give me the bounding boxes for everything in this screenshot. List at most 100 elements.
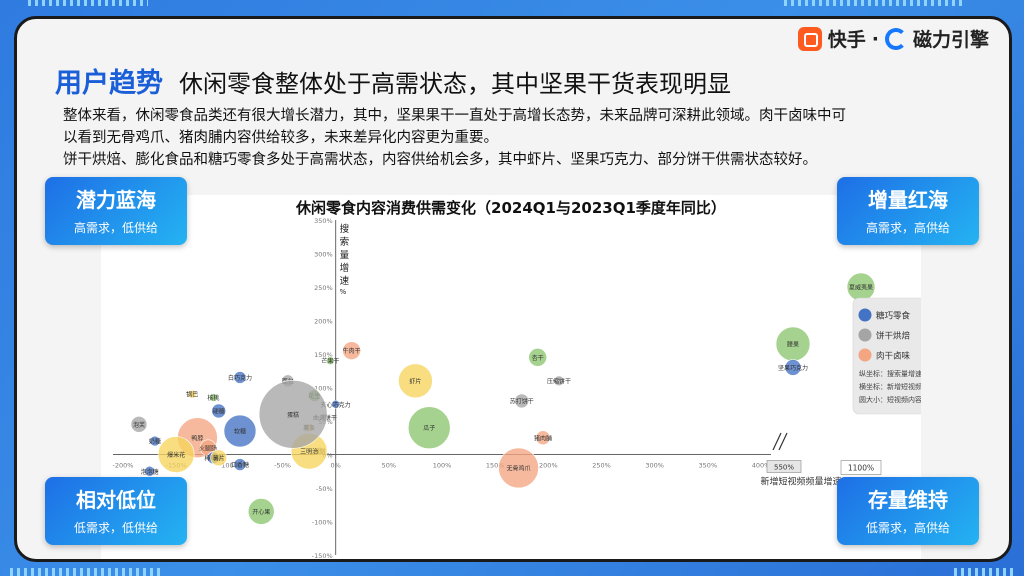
legend-marker	[858, 348, 872, 362]
x-tick-label: 0%	[331, 462, 341, 470]
bubble-label: 泡泡糖	[141, 468, 159, 476]
legend-label: 糖巧零食	[876, 311, 911, 322]
bubble-label: 泡芙	[133, 421, 145, 429]
legend-marker	[858, 328, 872, 342]
bubble-label: 腰果	[787, 341, 799, 348]
brand-cili: 磁力引擎	[912, 29, 989, 51]
bubble-label: 锅巴	[186, 391, 198, 399]
brand-bar: 快手 · 磁力引擎	[797, 25, 989, 52]
bubble-label: 开心果	[252, 509, 270, 516]
page-title: 用户趋势 休闲零食整体处于高需状态，其中坚果干货表现明显	[55, 61, 731, 100]
x-tick-label: 400%	[752, 462, 771, 470]
bubble	[149, 435, 161, 447]
bubble	[209, 393, 218, 402]
bubble	[233, 458, 247, 471]
x-tick-label: 150%	[486, 462, 505, 470]
bubble-label: 鸭脖	[191, 434, 203, 442]
bubble	[514, 393, 530, 409]
y-tick-label: -100%	[312, 519, 333, 527]
break-label-box	[840, 460, 882, 475]
bubble-label: 蛋糕	[287, 411, 299, 419]
bubble-label: 夏威夷果	[849, 284, 873, 292]
y-tick-label: 350%	[314, 217, 333, 225]
desc-line: 饼干烘焙、膨化食品和糖巧零食多处于高需状态，内容供给机会多，其中虾片、坚果巧克力…	[63, 152, 817, 168]
x-tick-label: 300%	[645, 462, 664, 470]
legend-label: 饼干烘焙	[876, 331, 911, 342]
chart-title: 休闲零食内容消费供需变化（2024Q1与2023Q1季度年同比）	[296, 199, 726, 217]
break-label-box	[766, 460, 802, 473]
description: 整体来看，休闲零食品类还有很大增长潜力，其中，坚果果干一直处于高增长态势，未来品…	[63, 105, 973, 171]
axis-break-mark	[772, 432, 782, 451]
bottom-left-decoration	[10, 568, 160, 576]
legend-label: 肉干卤味	[876, 351, 911, 362]
y-tick-label: 100%	[314, 385, 333, 393]
quadrant-bottom-left: 相对低位 低需求，低供给	[45, 477, 187, 545]
y-tick-label: 150%	[314, 351, 333, 359]
x-tick-label: 250%	[592, 462, 611, 470]
title-main: 休闲零食整体处于高需状态，其中坚果干货表现明显	[179, 70, 731, 98]
bubble	[233, 371, 247, 384]
quadrant-title: 增量红海	[868, 188, 948, 212]
bubble	[407, 406, 451, 449]
x-tick-label: 100%	[433, 462, 452, 470]
legend-note: 纵坐标：搜索量增速（%）	[859, 369, 921, 378]
bubble	[498, 447, 539, 489]
quadrant-title: 潜力蓝海	[76, 188, 156, 212]
quadrant-title: 存量维持	[868, 488, 948, 512]
slide-card: 快手 · 磁力引擎 用户趋势 休闲零食整体处于高需状态，其中坚果干货表现明显 整…	[14, 16, 1012, 562]
quadrant-top-right: 增量红海 高需求，高供给	[837, 177, 979, 245]
bubble-label: 爆米花	[167, 451, 185, 459]
kuaishou-logo-icon	[797, 26, 822, 51]
bubble-label: 火腿肠	[199, 444, 217, 452]
bubble	[247, 498, 275, 525]
bubble	[342, 341, 361, 360]
bubble-label: 瓜子	[423, 425, 435, 432]
bubble-label: 牛肉干	[343, 347, 361, 355]
x-tick-label: -100%	[219, 462, 240, 470]
desc-line: 整体来看，休闲零食品类还有很大增长潜力，其中，坚果果干一直处于高增长态势，未来品…	[63, 108, 846, 124]
y-axis-label: 搜索量增速%	[340, 223, 350, 296]
bubble-label: 压缩饼干	[547, 377, 571, 385]
bubble-label: 苏打饼干	[510, 397, 534, 405]
bubble	[784, 359, 802, 376]
quadrant-bottom-right: 存量维持 低需求，高供给	[837, 477, 979, 545]
cili-logo-icon	[884, 27, 907, 50]
bubble	[211, 403, 226, 419]
quadrant-title: 相对低位	[76, 488, 156, 512]
y-tick-label: 250%	[314, 284, 333, 292]
scatter-chart: -200% -150% -100% -50% 0% 50% 100% 150% 200% 250%…	[113, 217, 1002, 559]
bubble	[144, 465, 155, 477]
bubble-label: 硬糖	[213, 407, 225, 415]
bubble-label: 三明治	[300, 448, 318, 456]
x-tick-label: -50%	[274, 462, 291, 470]
bubble	[331, 399, 340, 409]
bubble	[535, 430, 551, 446]
quadrant-sub: 高需求，低供给	[73, 221, 158, 235]
x-tick-label: 50%	[382, 462, 396, 470]
desc-line: 以看到无骨鸡爪、猪肉脯内容供给较多，未来差异化内容更为重要。	[63, 130, 498, 146]
bubble	[223, 414, 257, 448]
bottom-right-decoration	[954, 568, 1014, 576]
axis-break-mark	[778, 432, 788, 451]
brand-dot: ·	[871, 27, 879, 50]
top-right-decoration	[784, 0, 964, 6]
legend-marker	[858, 308, 872, 322]
x-tick-label: 200%	[539, 462, 558, 470]
bubble	[528, 348, 548, 367]
bubble-label: 无骨鸡爪	[507, 464, 531, 472]
bubble	[326, 356, 335, 365]
quadrant-sub: 低需求，高供给	[865, 521, 950, 535]
bubble-label: 坚果巧克力	[778, 364, 808, 372]
bubble	[130, 416, 148, 433]
bubble-label: 杏干	[532, 354, 544, 362]
bubble	[398, 363, 433, 399]
bubble-label: 核桃	[207, 394, 219, 402]
quadrant-sub: 高需求，高供给	[865, 221, 950, 235]
bubble-label: 薯片	[213, 454, 225, 462]
bubble-label: 软糖	[234, 428, 246, 436]
legend-note: 横坐标：新增短视频频量增速（%）	[859, 382, 921, 391]
x-tick-label: 350%	[699, 462, 718, 470]
chart-panel: 休闲零食内容消费供需变化（2024Q1与2023Q1季度年同比） -200% -1…	[101, 195, 1002, 559]
x-tick-label: -200%	[113, 462, 134, 470]
bubble	[210, 449, 227, 467]
